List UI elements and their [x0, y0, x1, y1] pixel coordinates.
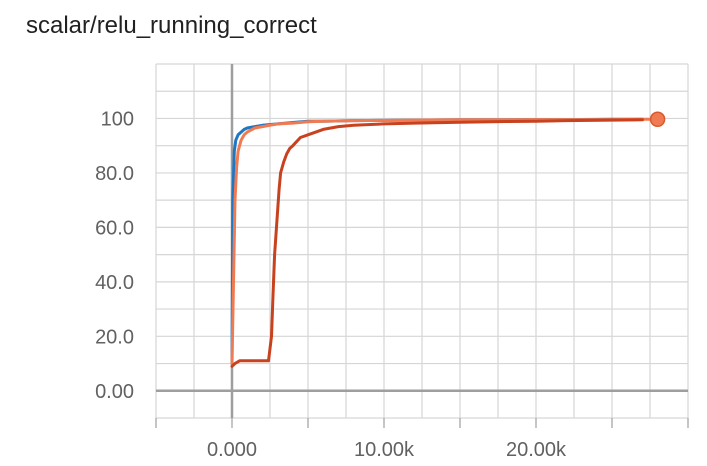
end-marker-group — [649, 111, 666, 128]
end-point-marker — [649, 111, 666, 128]
y-tick-label: 80.0 — [95, 163, 134, 185]
series-line-3 — [230, 118, 644, 368]
series-group — [230, 117, 660, 368]
series-line-2 — [230, 117, 660, 365]
y-tick-label: 100 — [101, 108, 134, 130]
y-tick-label: 60.0 — [95, 217, 134, 239]
chart-title: scalar/relu_running_correct — [26, 12, 317, 39]
x-tick-label: 20.00k — [506, 439, 567, 461]
y-axis: 0.00 20.0 40.0 60.0 80.0 100 — [95, 108, 134, 402]
x-tick-label: 10.00k — [354, 439, 415, 461]
y-tick-label: 20.0 — [95, 326, 134, 348]
x-tick-label: 0.000 — [207, 439, 257, 461]
y-tick-label: 0.00 — [95, 381, 134, 403]
x-axis: 0.000 10.00k 20.00k — [155, 418, 689, 461]
y-tick-label: 40.0 — [95, 272, 134, 294]
series-line-1 — [230, 117, 644, 365]
grid — [155, 63, 689, 419]
